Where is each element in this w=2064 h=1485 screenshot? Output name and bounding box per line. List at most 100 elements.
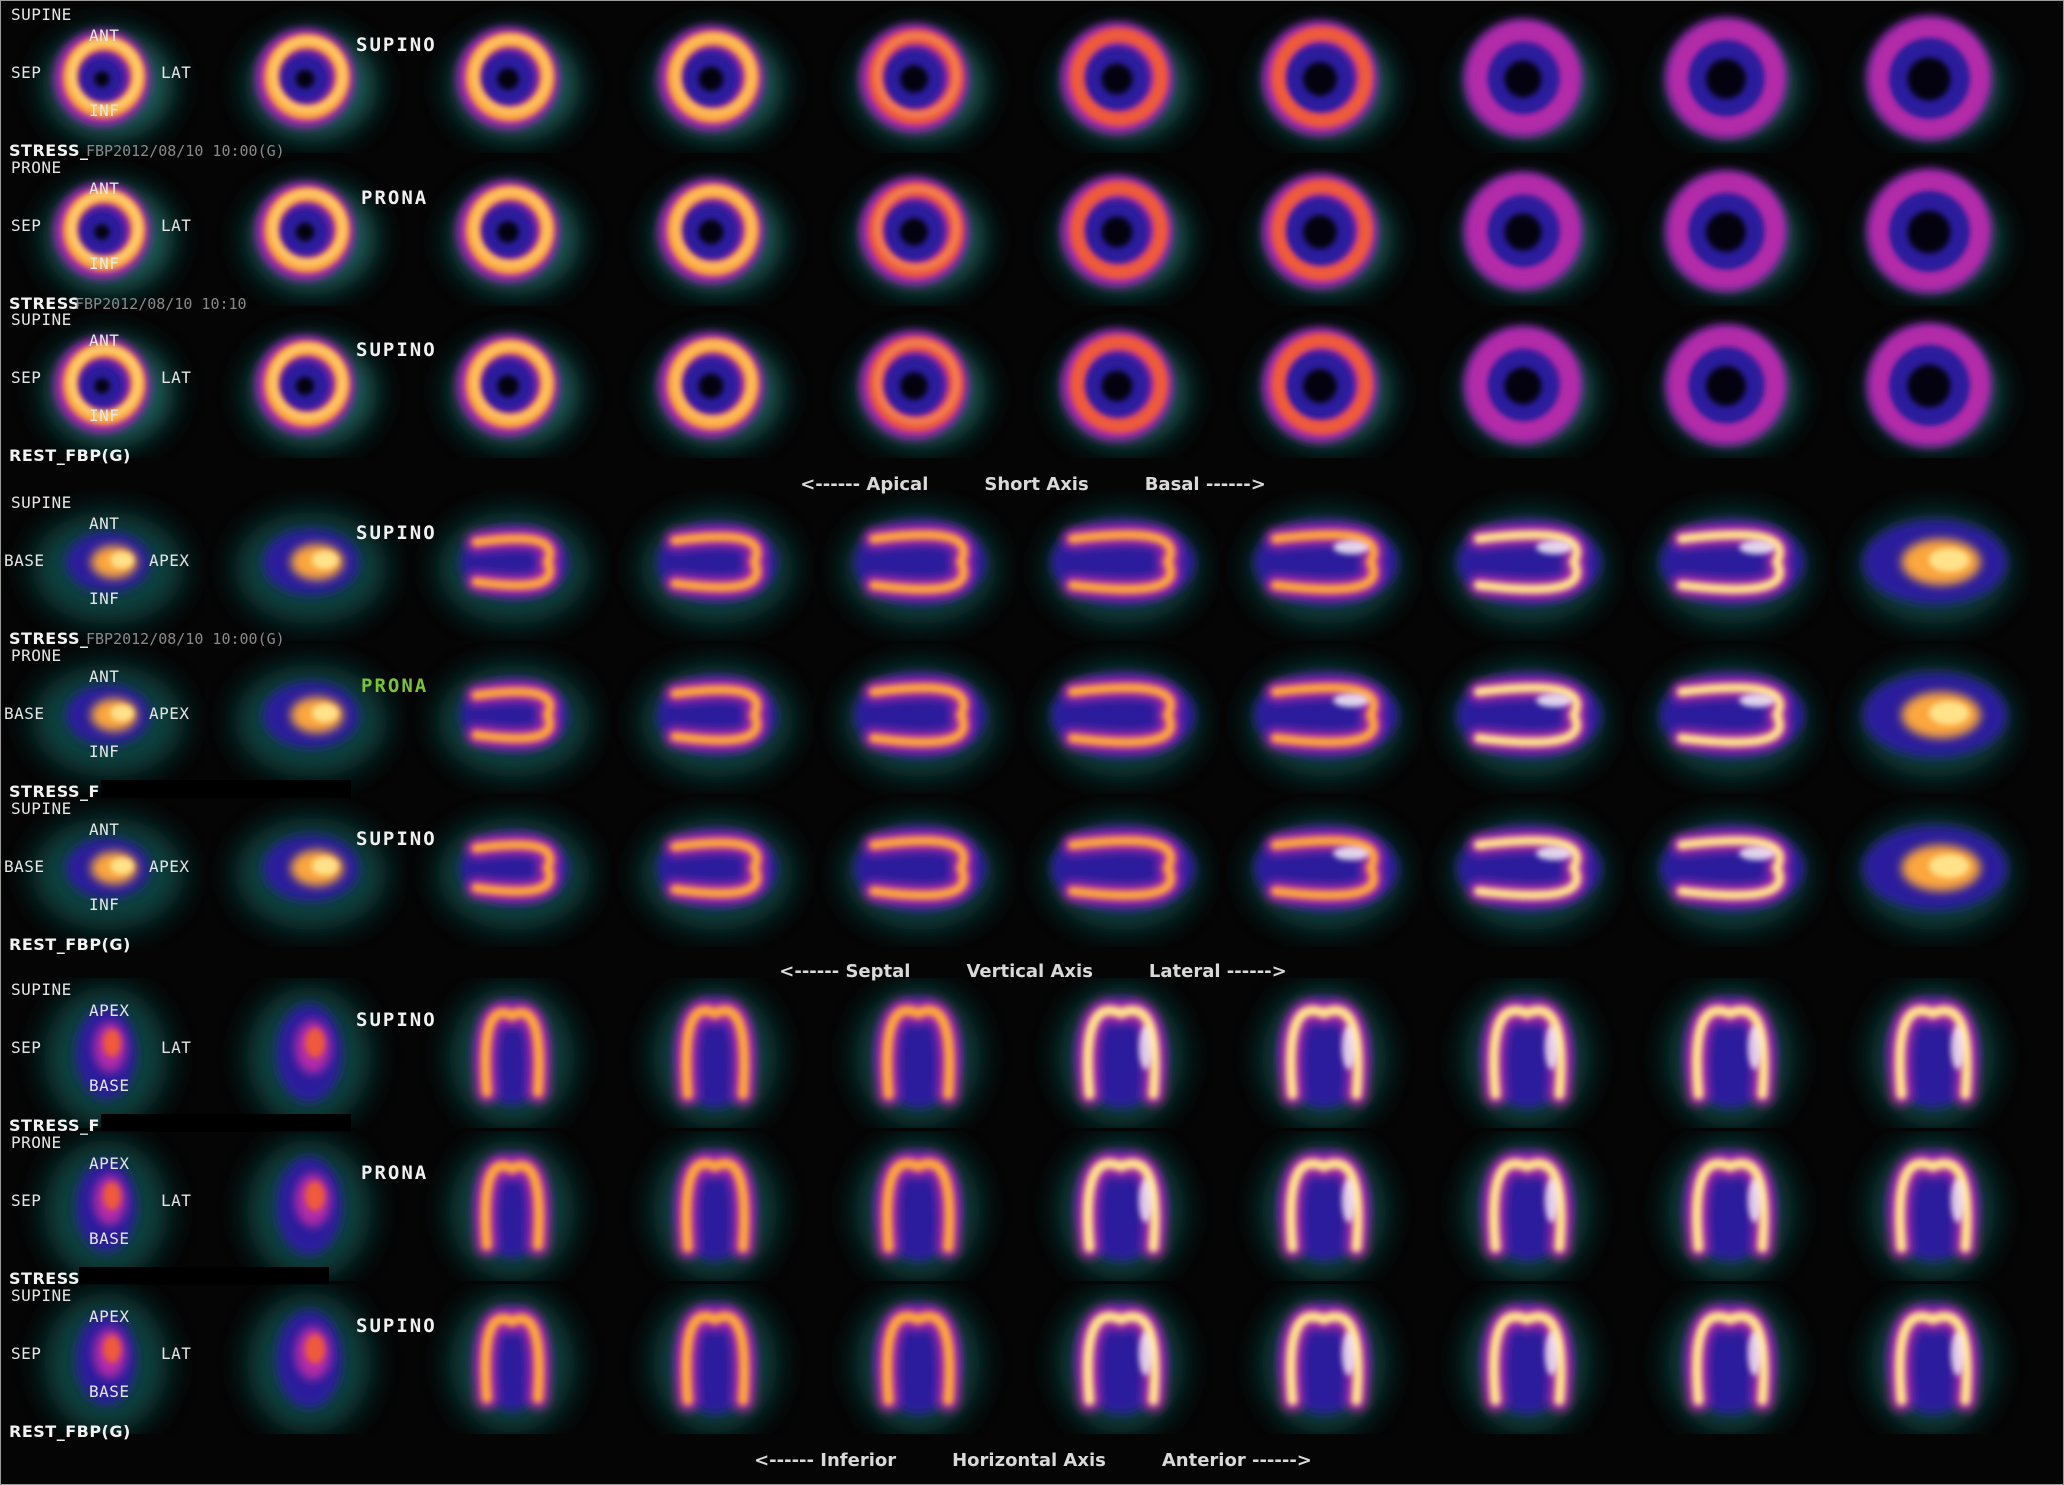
vertical-long-axis-slice-10[interactable] — [1828, 797, 2031, 947]
short-axis-slice-2[interactable] — [204, 308, 407, 458]
short-axis-slice-10[interactable] — [1828, 308, 2031, 458]
short-axis-slice-6[interactable] — [1016, 3, 1219, 153]
vertical-long-axis-slice-4[interactable] — [610, 644, 813, 794]
horizontal-long-axis-slice-3[interactable] — [407, 1131, 610, 1281]
perfusion-slice-image — [1047, 665, 1199, 777]
short-axis-slice-4[interactable] — [610, 156, 813, 306]
vertical-long-axis-slice-1[interactable] — [1, 491, 204, 641]
short-axis-slice-3[interactable] — [407, 156, 610, 306]
vertical-long-axis-slice-9[interactable] — [1625, 491, 1828, 641]
short-axis-slice-1[interactable] — [1, 3, 204, 153]
horizontal-long-axis-slice-4[interactable] — [610, 1284, 813, 1434]
perfusion-slice-image — [653, 1140, 777, 1280]
vertical-long-axis-slice-3[interactable] — [407, 797, 610, 947]
vertical-long-axis-slice-10[interactable] — [1828, 491, 2031, 641]
horizontal-long-axis-slice-5[interactable] — [813, 978, 1016, 1128]
vertical-long-axis-slice-2[interactable] — [204, 644, 407, 794]
short-axis-slice-4[interactable] — [610, 308, 813, 458]
vertical-long-axis-slice-10[interactable] — [1828, 644, 2031, 794]
horizontal-long-axis-slice-8[interactable] — [1422, 978, 1625, 1128]
horizontal-long-axis-slice-3[interactable] — [407, 1284, 610, 1434]
horizontal-long-axis-slice-8[interactable] — [1422, 1131, 1625, 1281]
horizontal-long-axis-slice-10[interactable] — [1828, 1284, 2031, 1434]
horizontal-long-axis-slice-9[interactable] — [1625, 1131, 1828, 1281]
short-axis-slice-8[interactable] — [1422, 308, 1625, 458]
short-axis-slice-6[interactable] — [1016, 308, 1219, 458]
short-axis-slice-9[interactable] — [1625, 3, 1828, 153]
vertical-long-axis-slice-3[interactable] — [407, 644, 610, 794]
short-axis-slice-1[interactable] — [1, 308, 204, 458]
horizontal-long-axis-slice-5[interactable] — [813, 1284, 1016, 1434]
vertical-long-axis-slice-7[interactable] — [1219, 797, 1422, 947]
vertical-long-axis-slice-9[interactable] — [1625, 797, 1828, 947]
short-axis-slice-3[interactable] — [407, 308, 610, 458]
horizontal-long-axis-slice-6[interactable] — [1016, 1284, 1219, 1434]
short-axis-slice-7[interactable] — [1219, 156, 1422, 306]
short-axis-slice-5[interactable] — [813, 308, 1016, 458]
horizontal-long-axis-slice-5[interactable] — [813, 1131, 1016, 1281]
vertical-long-axis-slice-8[interactable] — [1422, 491, 1625, 641]
orientation-right-label: LAT — [161, 63, 192, 82]
caption-right: Lateral ------> — [1148, 961, 1287, 982]
short-axis-slice-9[interactable] — [1625, 156, 1828, 306]
short-axis-slice-7[interactable] — [1219, 3, 1422, 153]
short-axis-slice-2[interactable] — [204, 156, 407, 306]
vertical-long-axis-slice-7[interactable] — [1219, 491, 1422, 641]
short-axis-slice-3[interactable] — [407, 3, 610, 153]
short-axis-slice-5[interactable] — [813, 156, 1016, 306]
vertical-long-axis-slice-6[interactable] — [1016, 491, 1219, 641]
vertical-long-axis-slice-1[interactable] — [1, 644, 204, 794]
short-axis-slice-7[interactable] — [1219, 308, 1422, 458]
study-label: STRESS — [9, 1269, 81, 1288]
horizontal-long-axis-slice-6[interactable] — [1016, 978, 1219, 1128]
horizontal-long-axis-slice-7[interactable] — [1219, 978, 1422, 1128]
short-axis-slice-8[interactable] — [1422, 156, 1625, 306]
vertical-long-axis-slice-2[interactable] — [204, 491, 407, 641]
vertical-long-axis-slice-4[interactable] — [610, 797, 813, 947]
horizontal-long-axis-slice-9[interactable] — [1625, 978, 1828, 1128]
horizontal-long-axis-slice-2[interactable] — [204, 1131, 407, 1281]
vertical-long-axis-slice-6[interactable] — [1016, 797, 1219, 947]
horizontal-long-axis-slice-1[interactable] — [1, 1284, 204, 1434]
horizontal-long-axis-slice-4[interactable] — [610, 1131, 813, 1281]
vertical-long-axis-slice-7[interactable] — [1219, 644, 1422, 794]
horizontal-long-axis-slice-10[interactable] — [1828, 978, 2031, 1128]
patient-position-label: SUPINE — [11, 5, 72, 24]
short-axis-slice-5[interactable] — [813, 3, 1016, 153]
horizontal-long-axis-slice-7[interactable] — [1219, 1131, 1422, 1281]
vertical-long-axis-slice-4[interactable] — [610, 491, 813, 641]
vertical-long-axis-slice-5[interactable] — [813, 797, 1016, 947]
horizontal-long-axis-slice-7[interactable] — [1219, 1284, 1422, 1434]
short-axis-slice-1[interactable] — [1, 156, 204, 306]
vertical-long-axis-slice-8[interactable] — [1422, 644, 1625, 794]
orientation-left-label: BASE — [4, 704, 45, 723]
vertical-long-axis-slice-5[interactable] — [813, 644, 1016, 794]
short-axis-slice-10[interactable] — [1828, 156, 2031, 306]
horizontal-long-axis-slice-4[interactable] — [610, 978, 813, 1128]
vertical-long-axis-slice-2[interactable] — [204, 797, 407, 947]
short-axis-slice-2[interactable] — [204, 3, 407, 153]
vertical-long-axis-slice-3[interactable] — [407, 491, 610, 641]
short-axis-slice-10[interactable] — [1828, 3, 2031, 153]
vertical-long-axis-slice-8[interactable] — [1422, 797, 1625, 947]
horizontal-long-axis-slice-2[interactable] — [204, 1284, 407, 1434]
vertical-long-axis-slice-6[interactable] — [1016, 644, 1219, 794]
horizontal-long-axis-slice-8[interactable] — [1422, 1284, 1625, 1434]
short-axis-slice-6[interactable] — [1016, 156, 1219, 306]
horizontal-long-axis-slice-9[interactable] — [1625, 1284, 1828, 1434]
perfusion-slice-image — [42, 337, 174, 449]
patient-position-label: PRONE — [11, 1133, 62, 1152]
horizontal-long-axis-slice-1[interactable] — [1, 1131, 204, 1281]
short-axis-slice-4[interactable] — [610, 3, 813, 153]
short-axis-slice-9[interactable] — [1625, 308, 1828, 458]
horizontal-long-axis-slice-1[interactable] — [1, 978, 204, 1128]
horizontal-long-axis-slice-10[interactable] — [1828, 1131, 2031, 1281]
vertical-long-axis-slice-5[interactable] — [813, 491, 1016, 641]
horizontal-long-axis-slice-6[interactable] — [1016, 1131, 1219, 1281]
horizontal-long-axis-slice-2[interactable] — [204, 978, 407, 1128]
vertical-long-axis-slice-9[interactable] — [1625, 644, 1828, 794]
vertical-long-axis-slice-1[interactable] — [1, 797, 204, 947]
orientation-left-label: SEP — [11, 1038, 42, 1057]
horizontal-long-axis-slice-3[interactable] — [407, 978, 610, 1128]
short-axis-slice-8[interactable] — [1422, 3, 1625, 153]
